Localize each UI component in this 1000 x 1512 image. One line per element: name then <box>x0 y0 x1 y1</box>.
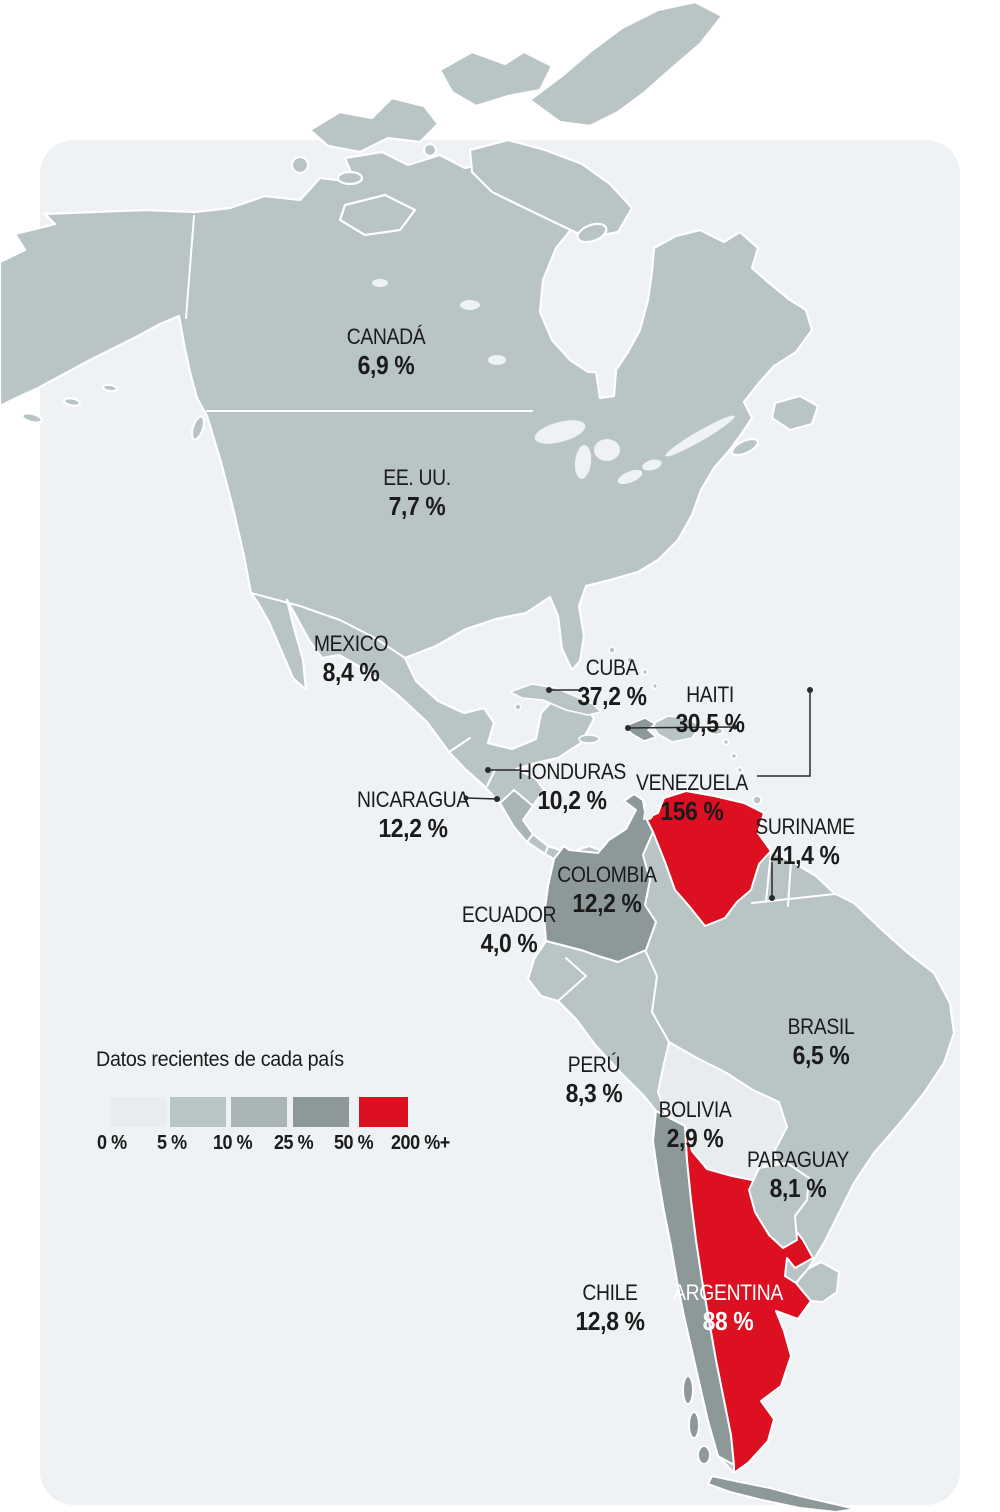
arctic-island <box>308 96 440 154</box>
aleutian-island <box>62 397 82 407</box>
legend-tick: 50 % <box>334 1132 374 1154</box>
border-central-america <box>486 769 496 787</box>
legend-tick: 200 %+ <box>391 1132 450 1154</box>
legend-swatch-land_mid <box>231 1097 287 1127</box>
newfoundland-island <box>770 394 820 432</box>
legend-swatch-land_light <box>111 1097 166 1127</box>
connector-haiti <box>627 726 736 729</box>
lake-erie <box>617 469 643 485</box>
lake-maracaibo <box>644 804 654 820</box>
border-mexico-guatemala <box>448 737 471 753</box>
tierra-del-fuego <box>707 1475 857 1512</box>
country-shape-nicaragua <box>499 789 534 843</box>
connector-haiti-dot <box>732 724 738 730</box>
connector-cuba-dot <box>546 687 552 693</box>
chilean-archipelago <box>682 1375 694 1405</box>
country-shape-colombia <box>543 793 657 963</box>
trinidad <box>752 795 762 805</box>
bahamas-island <box>641 668 649 676</box>
antilles-island <box>730 752 738 760</box>
chilean-archipelago <box>697 1445 711 1465</box>
vancouver-island <box>190 415 206 441</box>
lake-superior <box>534 420 586 444</box>
isla-juventud <box>514 703 522 711</box>
antilles-island <box>722 738 730 746</box>
connector-haiti-dot <box>625 725 631 731</box>
arctic-island <box>422 142 438 158</box>
bahamas-island <box>626 656 634 664</box>
bahamas-island <box>608 646 616 654</box>
country-shape-cuba <box>509 683 602 716</box>
legend: Datos recientes de cada país 0 % 5 % 10 % 2… <box>96 1048 450 1154</box>
arctic-island <box>528 0 724 128</box>
connector-honduras-dot <box>485 767 491 773</box>
legend-swatch-land <box>170 1097 226 1127</box>
border-ecuador-south <box>557 957 588 1002</box>
border-peru-brazil <box>644 949 670 1043</box>
connector-venezuela-dot <box>807 687 813 693</box>
arctic-island <box>290 155 310 175</box>
southampton-island <box>576 222 608 244</box>
st-lawrence-river <box>665 415 735 457</box>
legend-tick: 5 % <box>157 1132 187 1154</box>
connector-venezuela-elbow <box>757 690 811 777</box>
antilles-island <box>736 766 744 774</box>
lake-huron <box>594 439 620 461</box>
legend-title: Datos recientes de cada país <box>96 1048 344 1071</box>
aleutian-island <box>101 383 119 393</box>
lake-winnipeg <box>372 279 388 287</box>
dominican-republic <box>651 715 701 743</box>
chilean-archipelago <box>688 1411 700 1439</box>
connector-nicaragua-dot <box>463 795 469 801</box>
border-guianas-brazil <box>751 893 836 904</box>
lake-ontario <box>642 459 662 471</box>
legend-tick: 10 % <box>213 1132 253 1154</box>
lake-michigan <box>574 445 592 479</box>
connector-suriname-dot <box>769 895 775 901</box>
aleutian-island <box>21 412 43 424</box>
country-shape-paraguay <box>748 1162 810 1249</box>
legend-tick: 0 % <box>97 1132 127 1154</box>
border-usa-mexico <box>250 592 406 659</box>
connector-nicaragua <box>465 797 498 800</box>
country-shape-uruguay <box>795 1261 840 1303</box>
jamaica <box>578 734 600 744</box>
bahamas-island <box>651 682 659 690</box>
puerto-rico <box>708 726 724 736</box>
legend-tick: 25 % <box>274 1132 314 1154</box>
border-guyana-suriname <box>765 850 772 903</box>
great-bear-lake <box>460 300 480 310</box>
legend-swatch-red <box>359 1097 408 1127</box>
arctic-island <box>438 50 554 108</box>
great-slave-lake <box>488 355 506 365</box>
border-costa-rica-panama <box>544 845 549 855</box>
legend-swatch-land_dark <box>293 1097 349 1127</box>
nova-scotia <box>730 437 760 457</box>
country-shape-venezuela <box>642 790 772 927</box>
arctic-island <box>336 170 364 186</box>
connector-nicaragua-dot <box>494 796 500 802</box>
baffin-island <box>468 138 634 240</box>
border-alaska-canada <box>185 215 195 319</box>
arctic-island <box>338 193 417 237</box>
